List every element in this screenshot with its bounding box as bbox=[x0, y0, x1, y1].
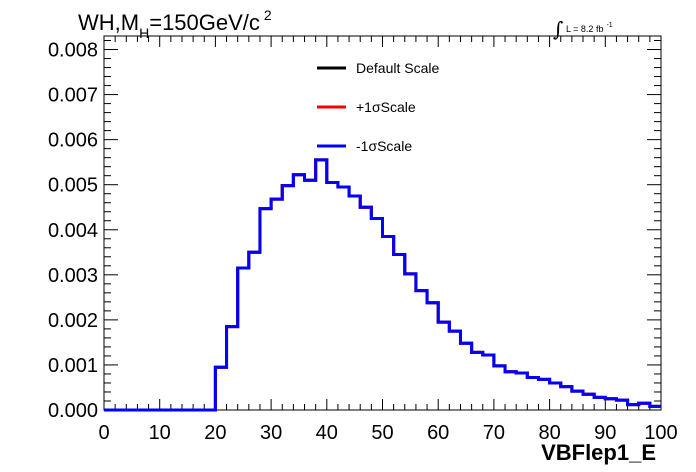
x-tick-label: 40 bbox=[316, 422, 338, 444]
x-tick-label: 10 bbox=[149, 422, 171, 444]
series-line-3 bbox=[104, 158, 661, 412]
x-axis-label: VBFlep1_E bbox=[541, 440, 656, 465]
x-tick-label: 30 bbox=[260, 422, 282, 444]
series-line-1 bbox=[104, 158, 661, 412]
x-tick-label: 80 bbox=[538, 422, 560, 444]
x-tick-label: 70 bbox=[483, 422, 505, 444]
x-tick-label: 100 bbox=[644, 422, 677, 444]
x-tick-label: 60 bbox=[427, 422, 449, 444]
y-tick-label: 0.006 bbox=[48, 130, 98, 152]
luminosity-label: ∫ L = 8.2 fb -1 bbox=[553, 17, 613, 41]
legend-label-3: -1σScale bbox=[356, 138, 412, 154]
svg-text:L = 8.2 fb-1: L = 8.2 fb -1 bbox=[566, 22, 613, 34]
chart-title: WH,MH=150GeV/c 2 bbox=[78, 7, 272, 41]
legend-label-1: Default Scale bbox=[356, 60, 439, 76]
svg-text:∫: ∫ bbox=[553, 17, 563, 41]
x-tick-label: 0 bbox=[98, 422, 109, 444]
x-axis: 0 10 20 30 40 50 60 70 80 90 100 bbox=[98, 36, 678, 444]
legend: Default Scale +1σScale -1σScale bbox=[317, 60, 439, 154]
series-line-2 bbox=[104, 158, 661, 412]
y-tick-label: 0.000 bbox=[48, 400, 98, 422]
y-tick-label: 0.003 bbox=[48, 265, 98, 287]
legend-label-2: +1σScale bbox=[356, 99, 416, 115]
series-layer bbox=[104, 158, 661, 412]
y-tick-label: 0.004 bbox=[48, 220, 98, 242]
x-tick-label: 50 bbox=[371, 422, 393, 444]
y-axis: 0.000 0.001 0.002 0.003 0.004 0.005 0.006 0.007… bbox=[48, 40, 661, 422]
y-tick-label: 0.007 bbox=[48, 85, 98, 107]
x-tick-label: 90 bbox=[594, 422, 616, 444]
y-tick-label: 0.008 bbox=[48, 40, 98, 62]
x-tick-label: 20 bbox=[204, 422, 226, 444]
y-tick-label: 0.001 bbox=[48, 355, 98, 377]
y-tick-label: 0.005 bbox=[48, 175, 98, 197]
y-tick-label: 0.002 bbox=[48, 310, 98, 332]
